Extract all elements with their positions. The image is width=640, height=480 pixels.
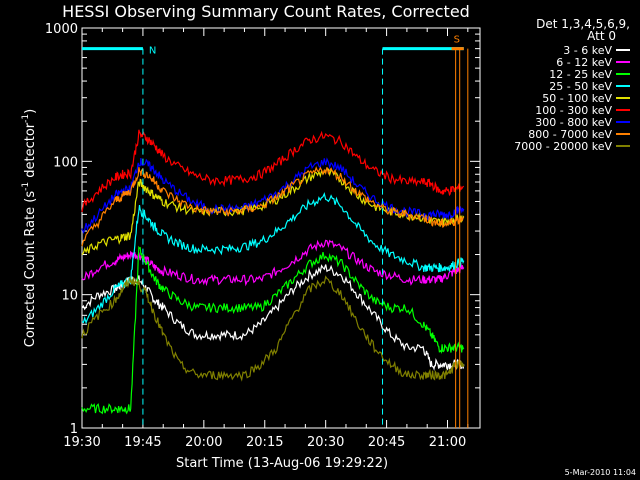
x-axis-label: Start Time (13-Aug-06 19:29:22) bbox=[176, 456, 388, 471]
y-axis-label-sup1: -1 bbox=[21, 182, 31, 191]
flag-label-s: S bbox=[454, 34, 460, 45]
timestamp: 5-Mar-2010 11:04 bbox=[565, 468, 636, 477]
series-line-7 bbox=[81, 166, 465, 247]
series-line-8 bbox=[81, 275, 465, 382]
series-line-6 bbox=[81, 157, 465, 235]
legend-header-line1: Det 1,3,4,5,6,9, bbox=[536, 17, 630, 31]
legend-label: 25 - 50 keV bbox=[549, 80, 612, 93]
y-axis-label-mid: detector bbox=[23, 122, 38, 182]
svg-text:Corrected Count Rate (s-1 dete: Corrected Count Rate (s-1 detector-1) bbox=[21, 109, 38, 347]
legend-label: 100 - 300 keV bbox=[535, 104, 612, 117]
y-axis-label: Corrected Count Rate (s-1 detector-1) bbox=[21, 109, 38, 347]
y-axis-label-main: Corrected Count Rate (s bbox=[23, 191, 38, 348]
series-line-2 bbox=[81, 245, 465, 415]
series-line-3 bbox=[81, 191, 465, 325]
flag-label-n: N bbox=[149, 46, 156, 57]
chart-title: HESSI Observing Summary Count Rates, Cor… bbox=[62, 2, 470, 21]
y-axis-label-end: ) bbox=[23, 109, 38, 114]
legend-label: 7000 - 20000 keV bbox=[514, 140, 612, 153]
x-tick-label: 20:15 bbox=[246, 435, 283, 450]
legend-label: 3 - 6 keV bbox=[563, 44, 612, 57]
series-line-5 bbox=[81, 129, 465, 213]
legend-label: 6 - 12 keV bbox=[556, 56, 612, 69]
y-tick-label: 10 bbox=[61, 289, 78, 304]
legend-header-line2: Att 0 bbox=[587, 29, 616, 43]
y-tick-label: 100 bbox=[53, 155, 78, 170]
legend-label: 800 - 7000 keV bbox=[528, 128, 612, 141]
axes: 19:30 19:45 20:00 20:15 20:30 20:45 21:00 1 10 10… bbox=[45, 22, 480, 450]
legend-label: 50 - 100 keV bbox=[542, 92, 612, 105]
x-tick-label: 20:45 bbox=[368, 435, 405, 450]
x-tick-label: 21:00 bbox=[429, 435, 466, 450]
y-axis-label-sup2: -1 bbox=[21, 114, 31, 123]
legend-label: 300 - 800 keV bbox=[535, 116, 612, 129]
x-tick-label: 20:00 bbox=[185, 435, 222, 450]
x-tick-label: 19:30 bbox=[63, 435, 100, 450]
plot-frame bbox=[81, 27, 481, 429]
y-tick-label: 1000 bbox=[45, 22, 78, 37]
legend-label: 12 - 25 keV bbox=[549, 68, 612, 81]
plot-area: NS bbox=[81, 34, 469, 428]
x-tick-label: 20:30 bbox=[307, 435, 344, 450]
series-line-1 bbox=[81, 239, 465, 287]
x-tick-label: 19:45 bbox=[124, 435, 161, 450]
y-tick-label: 1 bbox=[70, 422, 78, 437]
